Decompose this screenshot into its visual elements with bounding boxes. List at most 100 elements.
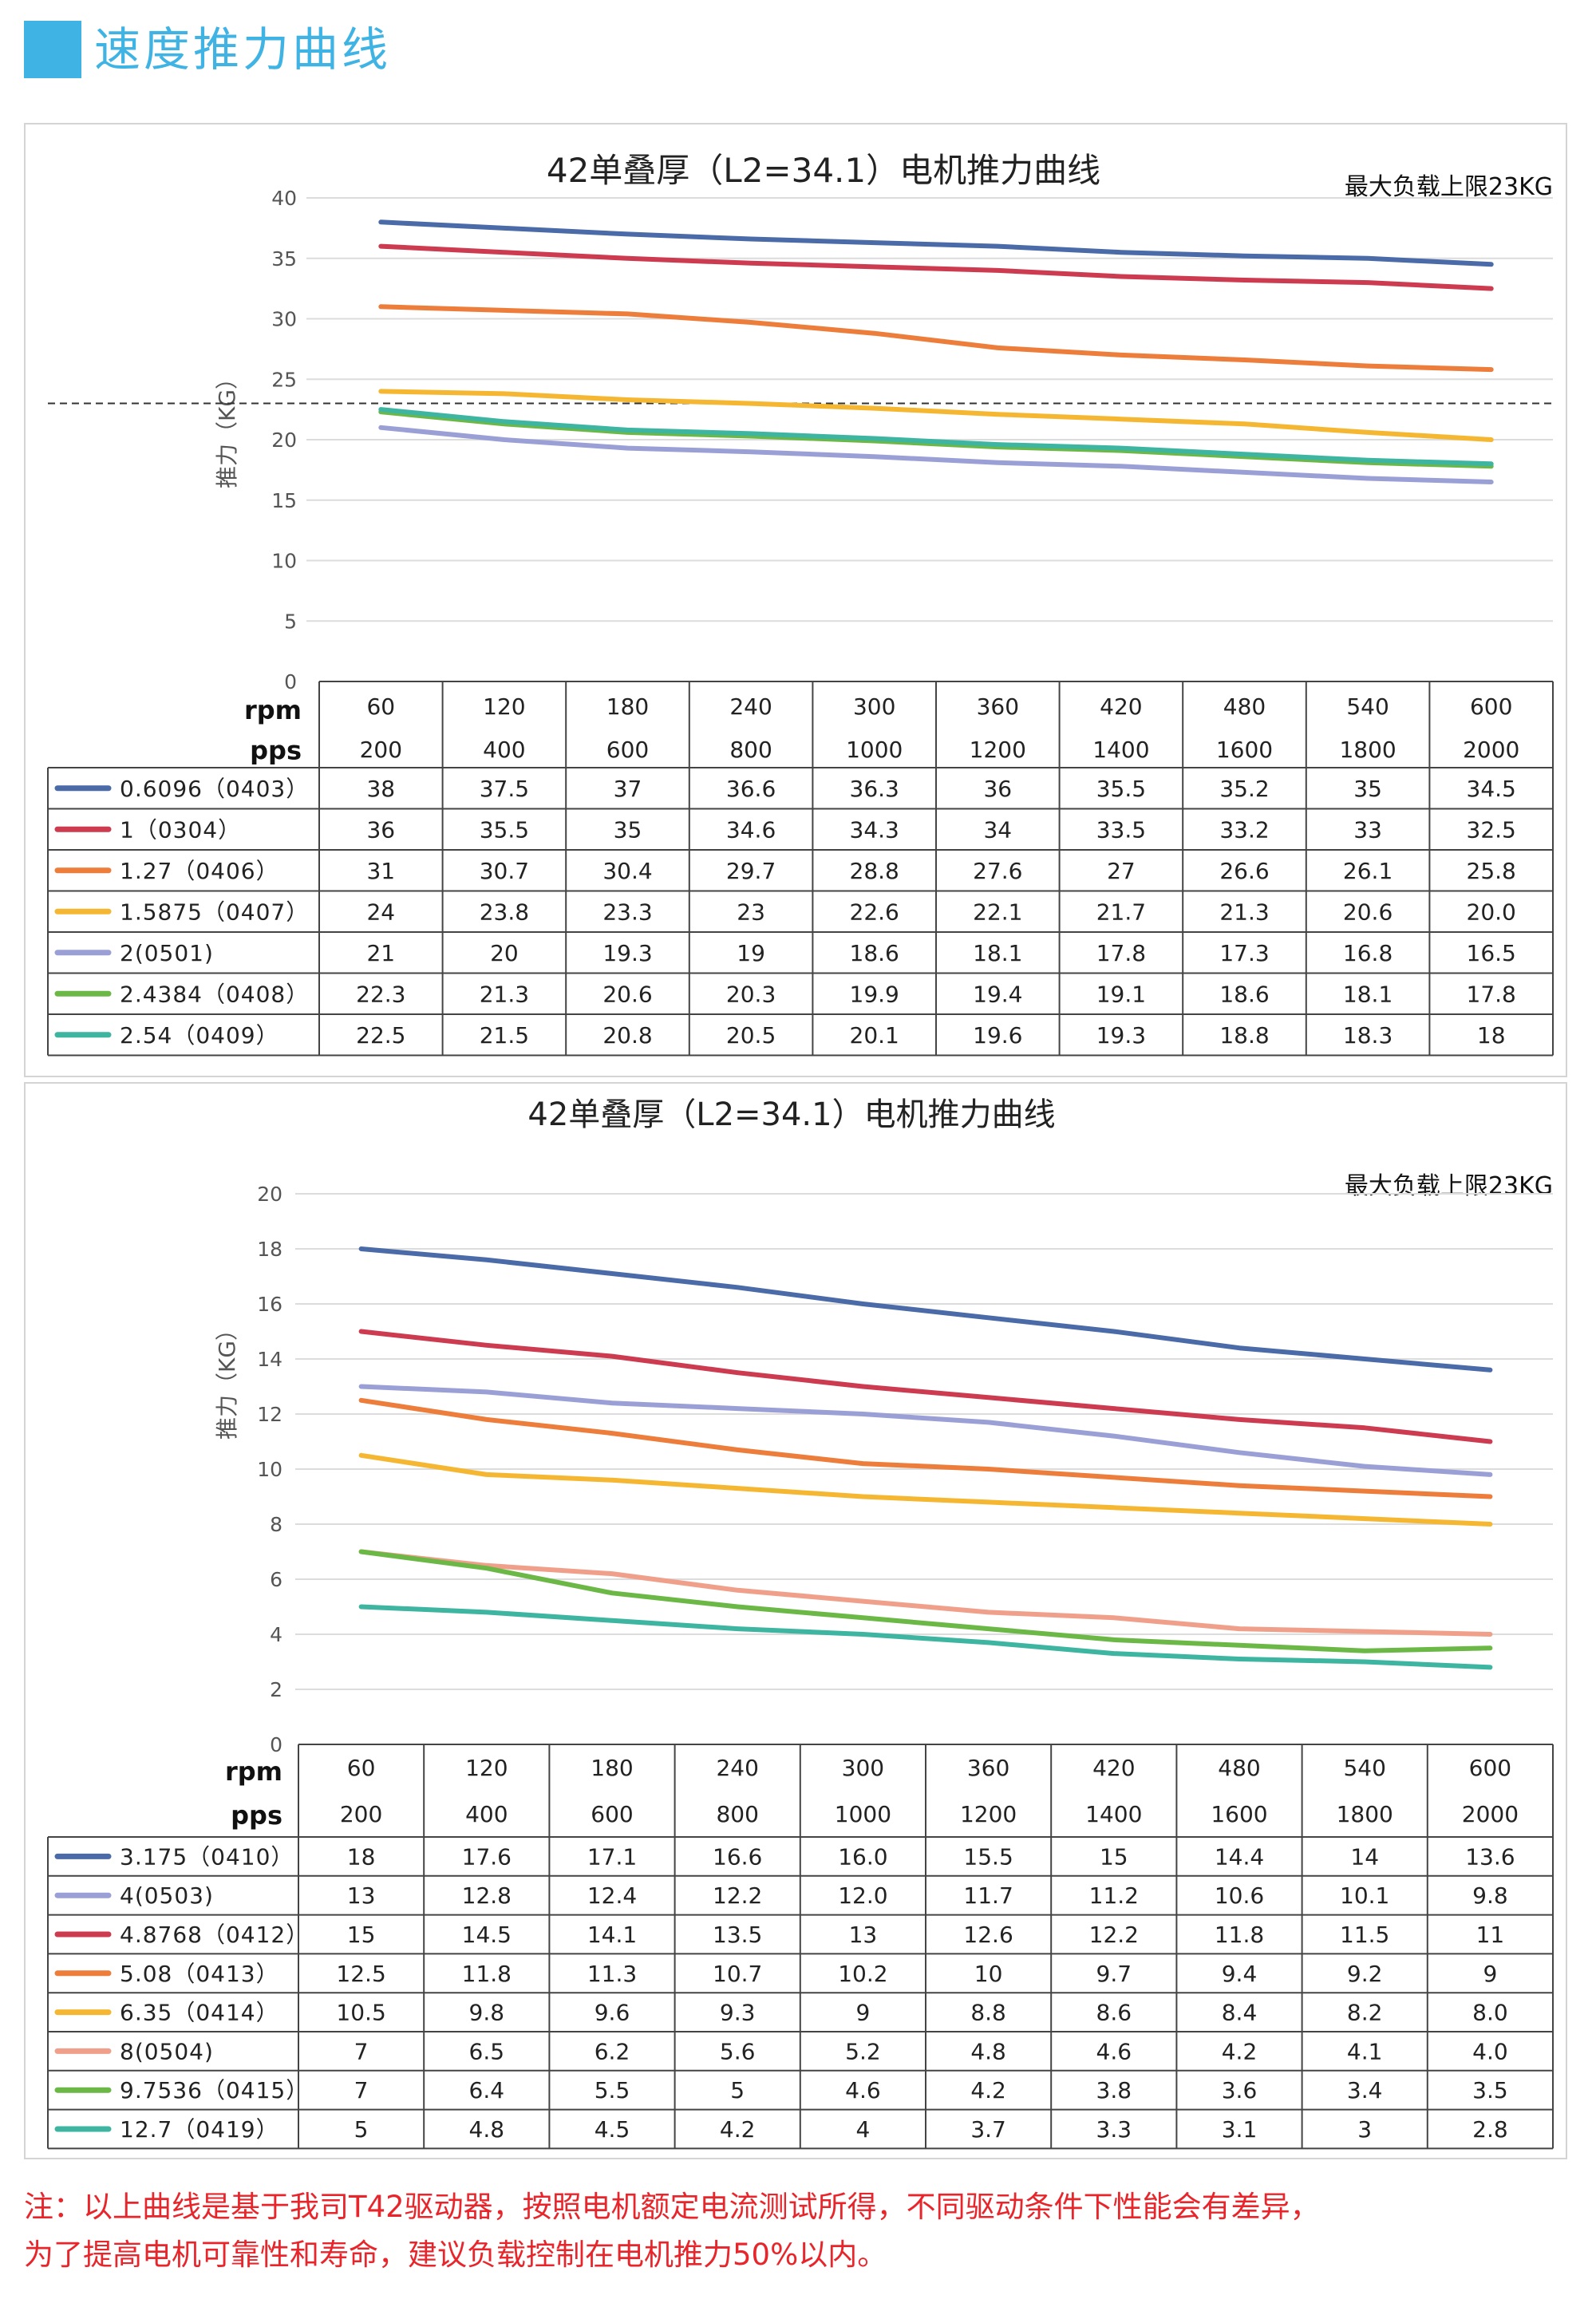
legend-label-4: 5.08（0413） (120, 1961, 279, 1987)
data-label: 22.1 (973, 899, 1022, 925)
data-label: 3.1 (1222, 2116, 1258, 2143)
data-label: 8.2 (1347, 2000, 1383, 2026)
y-tick-label: 18 (257, 1238, 282, 1261)
data-label: 14.5 (462, 1922, 512, 1948)
data-label: 8.4 (1222, 2000, 1258, 2026)
legend-label-6: 2.4384（0408） (120, 981, 309, 1007)
data-label: 23.8 (480, 899, 529, 925)
data-label: 5.2 (845, 2038, 881, 2064)
rpm-value: 240 (729, 693, 772, 720)
pps-value: 400 (483, 737, 525, 763)
data-label: 24 (366, 899, 395, 925)
data-label: 19.6 (973, 1022, 1022, 1049)
data-label: 20.6 (1343, 899, 1393, 925)
data-label: 26.6 (1219, 858, 1269, 884)
data-label: 4.1 (1347, 2038, 1383, 2064)
data-label: 13 (347, 1882, 376, 1909)
data-label: 12.2 (713, 1882, 762, 1909)
data-label: 22.6 (850, 899, 899, 925)
y-tick-label: 16 (257, 1293, 282, 1316)
data-label: 4 (855, 2116, 870, 2143)
rpm-value: 540 (1346, 693, 1389, 720)
max-load-annotation: 最大负载上限23KG (1345, 1172, 1553, 1200)
pps-value: 2000 (1462, 1801, 1519, 1827)
data-label: 4.8 (970, 2038, 1006, 2064)
legend-label-7: 9.7536（0415） (120, 2077, 309, 2103)
y-tick-label: 20 (257, 1183, 282, 1206)
data-label: 9.8 (469, 2000, 505, 2026)
series-line-1 (378, 219, 1494, 267)
pps-value: 1200 (970, 737, 1026, 763)
data-label: 36.3 (850, 776, 899, 802)
y-tick-label: 10 (271, 550, 297, 573)
data-label: 4.0 (1472, 2038, 1508, 2064)
rpm-value: 240 (716, 1755, 758, 1781)
rpm-value: 60 (347, 1755, 376, 1781)
rpm-value: 360 (967, 1755, 1009, 1781)
data-label: 10.1 (1340, 1882, 1389, 1909)
data-label: 11.8 (462, 1961, 512, 1987)
series-line-7 (378, 407, 1494, 467)
data-label: 16.5 (1467, 940, 1516, 966)
rpm-value: 120 (483, 693, 525, 720)
data-label: 11.5 (1340, 1922, 1389, 1948)
series-line-7 (358, 1549, 1493, 1653)
data-label: 5 (354, 2116, 369, 2143)
data-label: 35 (614, 816, 642, 843)
y-tick-label: 35 (271, 247, 297, 271)
data-label: 18.1 (973, 940, 1022, 966)
rpm-value: 480 (1223, 693, 1266, 720)
data-label: 9.2 (1347, 1961, 1383, 1987)
y-tick-label: 6 (270, 1568, 282, 1591)
rpm-value: 360 (977, 693, 1019, 720)
chart-title: 42单叠厚（L2=34.1）电机推力曲线 (527, 1096, 1055, 1133)
data-label: 20.5 (726, 1022, 776, 1049)
data-label: 34.5 (1467, 776, 1516, 802)
y-tick-label: 2 (270, 1678, 282, 1701)
data-label: 10.7 (713, 1961, 762, 1987)
legend-label-3: 1.27（0406） (120, 858, 279, 884)
series-line-8 (358, 1604, 1493, 1670)
max-load-annotation: 最大负载上限23KG (1345, 173, 1553, 201)
chart-panel-1: 42单叠厚（L2=34.1）电机推力曲线 最大负载上限23KG 推力（KG） 0 5 10… (24, 123, 1567, 1077)
legend-label-4: 1.5875（0407） (120, 899, 309, 925)
rpm-value: 180 (591, 1755, 633, 1781)
legend-label-5: 6.35（0414） (120, 2000, 279, 2026)
y-axis-label: 推力（KG） (214, 1318, 240, 1440)
chart-panel-2: 42单叠厚（L2=34.1）电机推力曲线 最大负载上限23KG 推力（KG） 0 2 4 6… (24, 1082, 1567, 2159)
data-label: 12.6 (963, 1922, 1013, 1948)
data-label: 16.6 (713, 1843, 762, 1870)
data-label: 26.1 (1343, 858, 1393, 884)
data-label: 13 (849, 1922, 878, 1948)
data-label: 33 (1353, 816, 1382, 843)
data-label: 20.8 (602, 1022, 652, 1049)
data-label: 10 (974, 1961, 1003, 1987)
rpm-header-label: rpm (244, 695, 302, 725)
data-label: 14.4 (1215, 1843, 1264, 1870)
data-label: 4.2 (720, 2116, 756, 2143)
data-label: 18.6 (850, 940, 899, 966)
data-label: 35.5 (480, 816, 529, 843)
data-label: 9.7 (1096, 1961, 1132, 1987)
data-label: 20.3 (726, 981, 776, 1007)
data-label: 18.8 (1219, 1022, 1269, 1049)
legend-label-3: 4.8768（0412） (120, 1922, 309, 1948)
data-label: 15 (1100, 1843, 1128, 1870)
rpm-value: 300 (842, 1755, 884, 1781)
footnote: 注：以上曲线是基于我司T42驱动器，按照电机额定电流测试所得，不同驱动条件下性能… (24, 2183, 1572, 2279)
data-label: 36 (983, 776, 1012, 802)
data-label: 19.3 (1096, 1022, 1146, 1049)
data-label: 5.6 (720, 2038, 756, 2064)
data-label: 35 (1353, 776, 1382, 802)
rpm-value: 480 (1218, 1755, 1260, 1781)
series-line-2 (358, 1384, 1493, 1477)
data-label: 12.4 (587, 1882, 637, 1909)
y-tick-label: 5 (284, 610, 297, 633)
pps-value: 600 (606, 737, 649, 763)
data-label: 37.5 (480, 776, 529, 802)
rpm-value: 540 (1343, 1755, 1385, 1781)
data-label: 15.5 (963, 1843, 1013, 1870)
series-line-3 (358, 1329, 1493, 1444)
pps-value: 1000 (846, 737, 903, 763)
series-line-4 (358, 1397, 1493, 1499)
